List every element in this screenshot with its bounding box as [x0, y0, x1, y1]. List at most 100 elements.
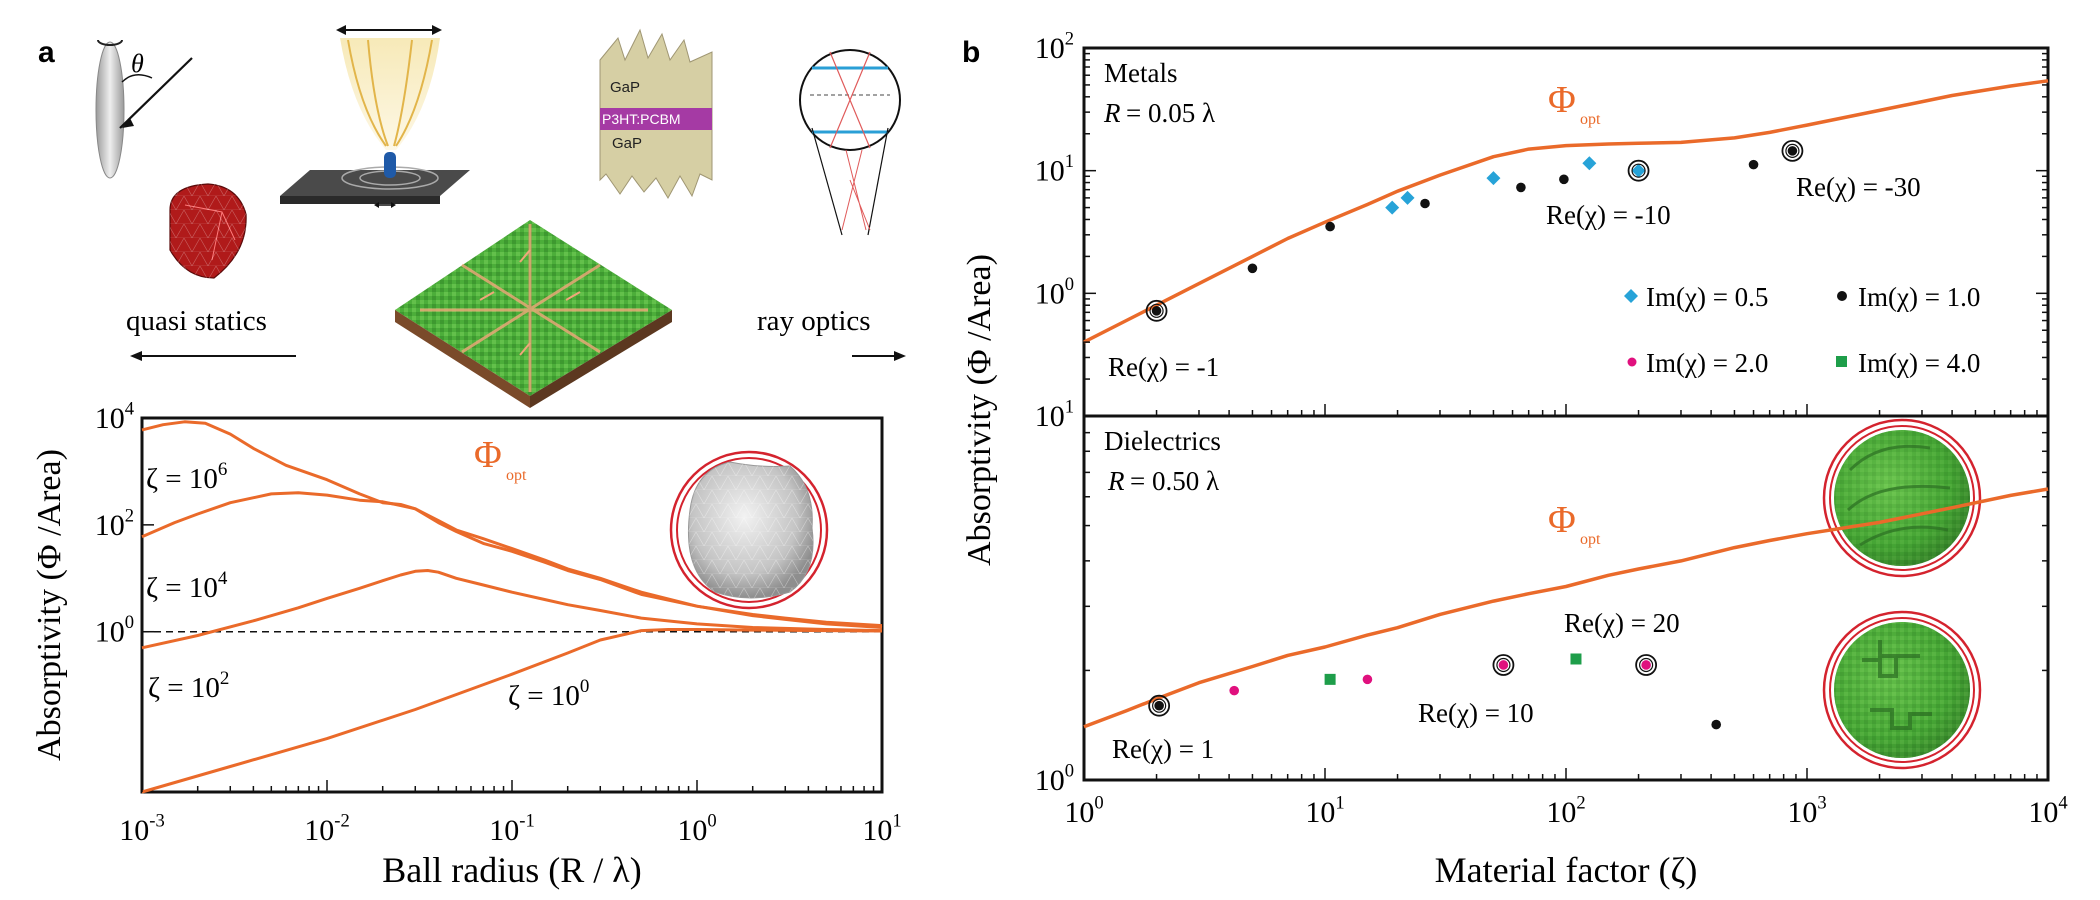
chart-a-ylabel: Absorptivity (Φ /Area): [31, 449, 68, 761]
ray-optics-label: ray optics: [757, 305, 871, 337]
annotation-re-minus-1: Re(χ) = -1: [1108, 352, 1219, 382]
polymer-label: P3HT:PCBM: [602, 111, 681, 127]
chart-b-top-highlight-ring: [1145, 299, 1168, 322]
chart-a-x-tick-label: 10-2: [304, 811, 350, 848]
chart-b-bottom-highlight-ring-inner: [1639, 657, 1654, 673]
chart-a-x-tick-label: 10-1: [489, 811, 535, 848]
chart-b-bottom-point: [1570, 653, 1582, 665]
annotation-re-minus-10: Re(χ) = -10: [1546, 200, 1671, 230]
chart-a-x-tick-label: 100: [677, 811, 716, 848]
chart-a-y-tick-label: 100: [95, 612, 134, 649]
dielectrics-radius-value: = 0.50 λ: [1130, 466, 1219, 496]
gap-bottom-label: GaP: [612, 135, 642, 152]
chart-b-top-point: [1559, 174, 1569, 185]
theta-label: θ: [131, 49, 144, 78]
chart-b-bottom-highlight-ring: [1635, 654, 1658, 676]
chart-b-x-tick-label: 102: [1546, 793, 1585, 830]
panel-a-letter: a: [38, 36, 55, 69]
quasi-statics-label: quasi statics: [126, 305, 267, 337]
chart-b-top: Metals R = 0.05 λ Φ opt Re(χ) = -1 Re(χ)…: [1082, 46, 2050, 418]
chart-a-phi-subscript: opt: [506, 467, 527, 484]
chart-a-series-label: ζ = 104: [146, 568, 228, 604]
metamaterial-tile-illustration: [395, 220, 672, 408]
chart-b-top-point: [1787, 146, 1798, 156]
chart-b-top-point: [1420, 198, 1430, 209]
dielectrics-radius-symbol: R: [1107, 466, 1125, 496]
panel-b-letter: b: [962, 36, 980, 69]
legend-im-1-0: Im(χ) = 1.0: [1858, 282, 1980, 312]
chart-a-series-label: ζ = 102: [148, 668, 229, 704]
chart-a-x-tick-label: 101: [862, 811, 901, 848]
annotation-re-1: Re(χ) = 1: [1112, 734, 1214, 764]
ray-optics-arrowhead: [894, 351, 906, 361]
metals-radius-symbol: R: [1103, 98, 1121, 128]
chart-a-x-tick-label: 10-3: [119, 811, 165, 848]
chart-b-top-point: [1516, 182, 1526, 193]
chart-b-top-point: [1247, 263, 1258, 274]
chart-b-bottom-point: [1324, 673, 1336, 685]
chart-a: Φ opt Ball radius (R / λ) Absorptivity (…: [31, 416, 884, 890]
chart-b-xlabel: Material factor (ζ): [1435, 850, 1698, 890]
red-polyhedron-illustration: [169, 183, 248, 279]
chart-b-top-point: [1748, 159, 1759, 170]
ray-optics-illustration: [799, 49, 901, 236]
gap-top-label: GaP: [610, 79, 640, 96]
legend-marker-circle-magenta: [1627, 357, 1637, 367]
annotation-re-20: Re(χ) = 20: [1564, 608, 1680, 638]
chart-b-top-point: [1631, 163, 1646, 178]
chart-b-bottom-point: [1154, 700, 1164, 711]
chart-b-top-y-tick-label: 102: [1035, 29, 1074, 66]
chart-a-sphere-inset: [669, 450, 829, 610]
annotation-re-10: Re(χ) = 10: [1418, 698, 1534, 728]
chart-b-top-highlight-ring-inner: [1631, 163, 1646, 178]
chart-b-top-point: [1400, 190, 1415, 205]
chart-b-x-tick-label: 103: [1787, 793, 1826, 830]
chart-b-bottom-highlight-ring: [1492, 654, 1515, 676]
legend-marker-diamond-blue: [1624, 289, 1638, 303]
chart-b-bottom-highlight-ring: [1148, 694, 1171, 717]
chart-b-bottom-point: [1362, 674, 1373, 685]
chart-b-bottom-phi-subscript: opt: [1580, 531, 1601, 548]
chart-b-x-tick-label: 104: [2028, 793, 2067, 830]
chart-b-bottom-highlight-ring-inner: [1496, 657, 1511, 673]
chart-b-bottom-point: [1229, 685, 1240, 696]
chart-b-top-point: [1325, 221, 1335, 232]
chart-b-bottom-y-tick-label: 100: [1035, 761, 1074, 798]
chart-b-top-y-tick-label: 101: [1035, 151, 1074, 188]
legend-im-2-0: Im(χ) = 2.0: [1646, 348, 1768, 378]
chart-b-bottom-bound-curve: [1083, 487, 2049, 729]
metals-radius-value: = 0.05 λ: [1126, 98, 1215, 128]
gap-stack-illustration: GaP P3HT:PCBM GaP: [599, 28, 713, 200]
rod-illustration: θ: [95, 39, 193, 179]
chart-b-top-phi-label: Φ: [1548, 79, 1576, 121]
chart-b-top-highlight-ring: [1627, 159, 1650, 182]
chart-a-series-label: ζ = 100: [508, 676, 589, 712]
chart-marks: 10-3 10-2 10-1 100 101 100 102 104 ζ = 106 ζ = 10…: [95, 29, 2068, 848]
chart-b-x-tick-label: 101: [1305, 793, 1344, 830]
chart-b-top-highlight-ring: [1781, 139, 1804, 162]
chart-b-top-point: [1151, 306, 1162, 316]
chart-b-bottom-point: [1498, 660, 1509, 670]
chart-a-series-3: [141, 628, 883, 794]
chart-b-top-highlight-ring-inner: [1149, 303, 1164, 318]
chart-a-y-tick-label: 104: [95, 399, 134, 436]
chart-a-series-2: [141, 569, 883, 650]
panel-a-illustrations: θ GaP P3HT:PCBM GaP: [95, 25, 906, 408]
annotation-re-minus-30: Re(χ) = -30: [1796, 172, 1921, 202]
chart-a-xlabel: Ball radius (R / λ): [382, 850, 641, 890]
legend-marker-square-green: [1836, 356, 1847, 367]
chart-a-series-1: [141, 491, 883, 629]
chart-b-top-point: [1385, 200, 1400, 215]
chart-b-ylabel: Absorptivity (Φ /Area): [961, 254, 998, 566]
chart-b-top-y-tick-label: 100: [1035, 274, 1074, 311]
chart-b-top-phi-subscript: opt: [1580, 111, 1601, 128]
tip-beam-illustration: [280, 25, 470, 208]
dielectrics-title: Dielectrics: [1104, 426, 1221, 456]
quasi-statics-arrowhead: [130, 351, 142, 361]
chart-b-bottom-y-tick-label: 101: [1035, 397, 1074, 434]
chart-b-top-point: [1486, 171, 1501, 186]
chart-a-phi-label: Φ: [474, 434, 502, 476]
chart-b-bottom-phi-label: Φ: [1548, 499, 1576, 541]
chart-b-top-point: [1582, 156, 1597, 171]
